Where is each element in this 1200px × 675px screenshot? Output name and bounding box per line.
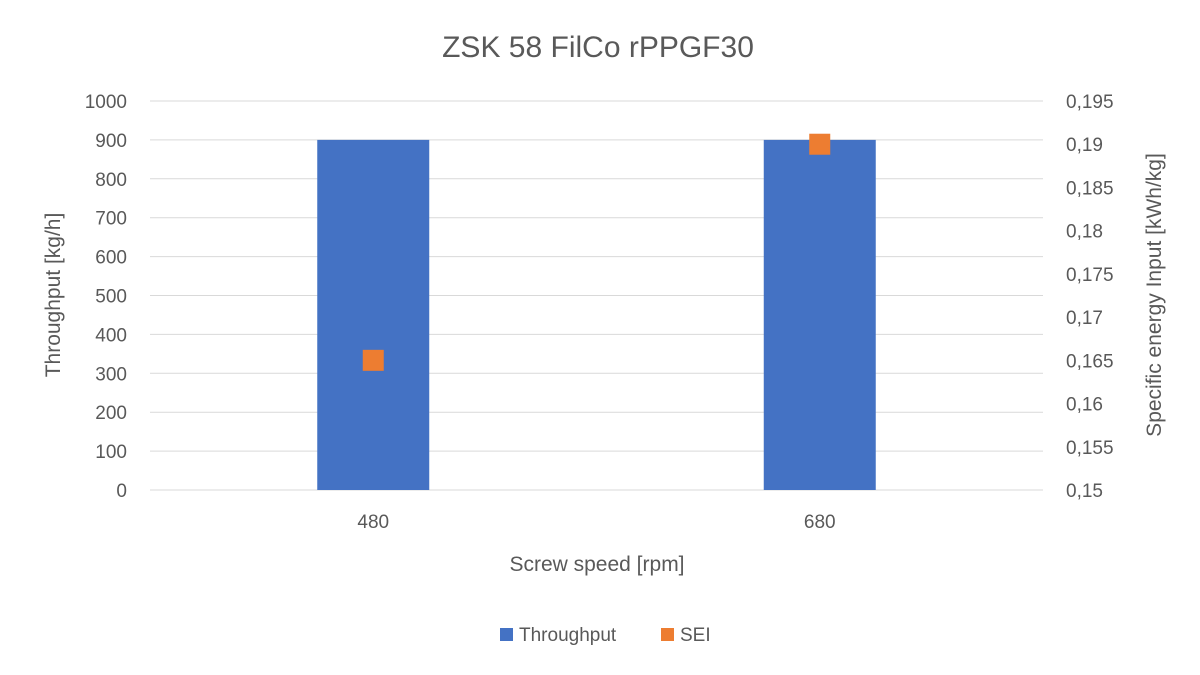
legend: Throughput SEI [500, 625, 711, 646]
y-tick-label: 100 [95, 442, 127, 463]
y-tick-label: 300 [95, 364, 127, 385]
y2-tick-label: 0,19 [1066, 135, 1103, 156]
y-tick-label: 0 [116, 481, 127, 502]
y-tick-label: 700 [95, 209, 127, 230]
y2-tick-label: 0,195 [1066, 92, 1114, 113]
y2-tick-label: 0,15 [1066, 481, 1103, 502]
x-tick-label: 680 [804, 512, 836, 533]
y-tick-label: 900 [95, 131, 127, 152]
y2-tick-label: 0,17 [1066, 308, 1103, 329]
y2-tick-label: 0,16 [1066, 395, 1103, 416]
point-sei-680 [809, 133, 831, 155]
bar-series-throughput [317, 139, 876, 490]
bar-throughput-680 [763, 139, 876, 490]
y-tick-label: 400 [95, 325, 127, 346]
y2-tick-label: 0,155 [1066, 438, 1114, 459]
y2-tick-label: 0,185 [1066, 178, 1114, 199]
y-axis-right-title: Specific energy Input [kWh/kg] [1143, 153, 1166, 437]
x-axis-title: Screw speed [rpm] [509, 553, 684, 576]
y-axis-left-ticks: 0 100 200 300 400 500 600 700 800 900 1000 [85, 92, 127, 502]
bar-throughput-480 [317, 139, 430, 490]
chart-title: ZSK 58 FilCo rPPGF30 [442, 31, 754, 64]
y2-tick-label: 0,18 [1066, 222, 1103, 243]
y-tick-label: 1000 [85, 92, 127, 113]
y-axis-left-title: Throughput [kg/h] [42, 213, 65, 378]
y-tick-label: 800 [95, 170, 127, 191]
legend-label-throughput: Throughput [519, 625, 617, 646]
legend-label-sei: SEI [680, 625, 711, 646]
x-axis-ticks: 480 680 [357, 512, 835, 533]
y2-tick-label: 0,165 [1066, 351, 1114, 372]
legend-swatch-throughput [500, 628, 513, 641]
y-tick-label: 200 [95, 403, 127, 424]
y-tick-label: 600 [95, 248, 127, 269]
y2-tick-label: 0,175 [1066, 265, 1114, 286]
y-tick-label: 500 [95, 287, 127, 308]
point-sei-480 [362, 349, 384, 371]
y-axis-right-ticks: 0,15 0,155 0,16 0,165 0,17 0,175 0,18 0,185 0,19… [1066, 92, 1114, 502]
x-tick-label: 480 [357, 512, 389, 533]
legend-swatch-sei [661, 628, 674, 641]
gridlines [150, 100, 1043, 491]
scatter-series-sei [362, 133, 831, 371]
